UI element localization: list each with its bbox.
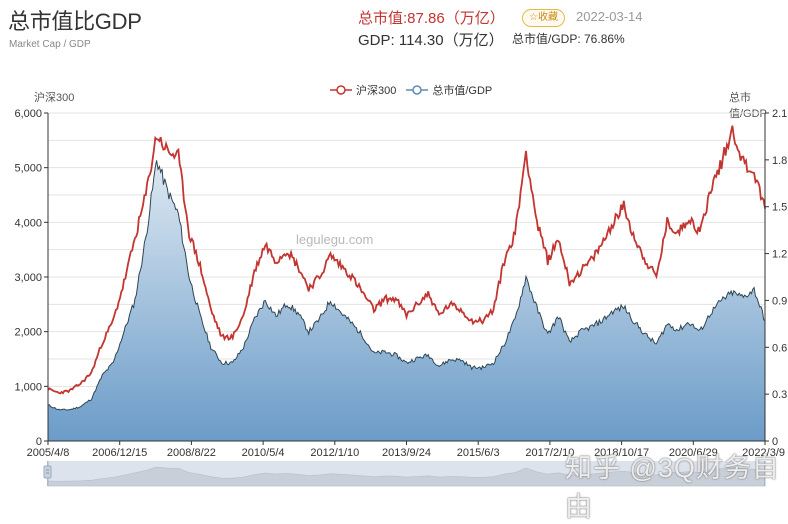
ratio-line	[47, 160, 766, 411]
right-axis-tick: 0.3	[772, 389, 787, 401]
ratio-area	[48, 160, 765, 442]
legend-line-circle-icon	[330, 85, 352, 95]
site-watermark: legulegu.com	[296, 232, 373, 247]
x-axis-tick: 2013/9/24	[382, 447, 431, 459]
x-axis-tick: 2006/12/15	[92, 447, 147, 459]
right-axis-name: 总市值/GDP	[729, 92, 767, 120]
right-axis-tick: 1.2	[772, 249, 787, 261]
left-axis-tick: 0	[36, 436, 42, 448]
page-subtitle: Market Cap / GDP	[9, 39, 91, 50]
right-axis-tick: 0.9	[772, 295, 787, 307]
x-axis-tick: 2008/8/22	[167, 447, 216, 459]
axes: 01,0002,0003,0004,0005,0006,00000.30.60.…	[14, 108, 787, 459]
gdp-value: GDP: 114.30（万亿）	[358, 32, 504, 49]
x-axis-tick: 2010/5/4	[242, 447, 285, 459]
right-axis-tick: 1.8	[772, 155, 787, 167]
right-axis-tick: 1.5	[772, 202, 787, 214]
legend-label: 总市值/GDP	[432, 85, 493, 97]
left-axis-name: 沪深300	[34, 92, 75, 104]
left-axis-tick: 3,000	[14, 272, 42, 284]
chart-plot: legulegu.com 0 1,000 2,000 3,000 4,000 5,000 6…	[14, 108, 787, 487]
left-axis-tick: 4,000	[14, 217, 42, 229]
slider-left-handle[interactable]	[43, 465, 52, 479]
left-axis-tick: 6,000	[14, 108, 42, 120]
legend-line-circle-icon	[406, 85, 429, 95]
ratio-value: 总市值/GDP: 76.86%	[512, 32, 625, 46]
chart-legend: 沪深300 总市值/GDP	[330, 82, 492, 98]
page-title: 总市值比GDP	[8, 9, 142, 34]
favorite-button[interactable]: ☆收藏	[522, 9, 565, 27]
x-axis-tick: 2015/6/3	[457, 447, 500, 459]
data-date: 2022-03-14	[576, 9, 643, 24]
zhihu-watermark: 知乎 @3Q财务自由	[565, 453, 780, 522]
left-axis-tick: 1,000	[14, 381, 42, 393]
x-axis-tick: 2012/1/10	[310, 447, 359, 459]
grid-lines	[48, 112, 765, 415]
left-axis-tick: 2,000	[14, 327, 42, 339]
legend-item-ratio[interactable]: 总市值/GDP	[406, 82, 492, 98]
left-axis-tick: 5,000	[14, 163, 42, 175]
csi300-line	[47, 125, 766, 395]
market-cap-value: 总市值:87.86（万亿）	[358, 10, 505, 27]
right-axis-tick: 0.6	[772, 342, 787, 354]
legend-item-csi300[interactable]: 沪深300	[330, 82, 396, 98]
legend-label: 沪深300	[356, 85, 397, 97]
x-axis-tick: 2005/4/8	[27, 447, 70, 459]
